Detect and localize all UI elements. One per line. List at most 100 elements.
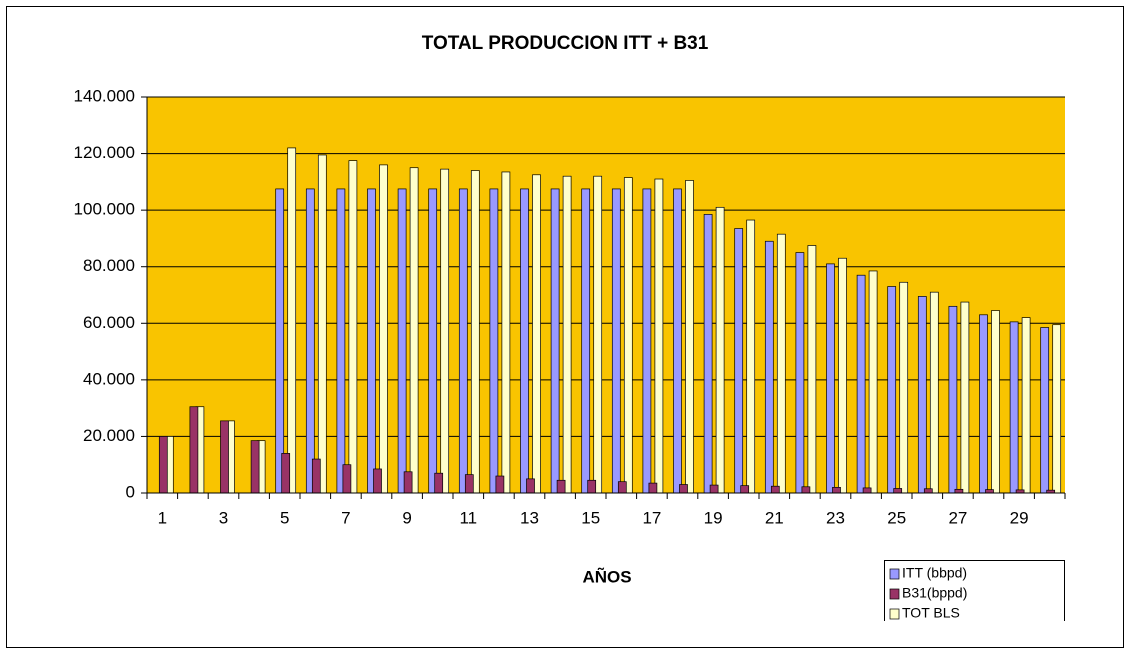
x-tick-label: 21 [765,508,784,527]
legend-swatch [889,608,900,620]
bar [807,245,817,494]
x-tick-label: 19 [704,508,723,527]
x-tick-label: 1 [158,508,167,527]
y-tick-label: 20.000 [83,426,135,445]
bar [520,188,529,494]
x-tick-label: 9 [402,508,411,527]
bar [746,219,756,494]
bar [317,154,327,494]
bar [1009,321,1019,494]
bar [158,436,168,494]
bar [832,486,841,494]
bar [826,263,835,494]
bar [189,406,199,494]
legend-swatch [889,588,900,600]
bar [1021,317,1031,494]
bar [562,175,572,494]
bar [581,188,591,494]
bar [917,296,927,494]
bar [470,170,480,494]
bar [960,301,970,494]
bar [501,171,511,494]
bar [734,228,744,494]
bar [458,188,468,494]
bar [1040,327,1050,494]
bar [887,286,897,494]
x-tick-label: 15 [581,508,600,527]
legend-box [884,560,1065,621]
x-tick-label: 11 [459,508,477,527]
bar [764,240,774,494]
bar [287,147,297,494]
bar [1052,324,1062,494]
bar [367,188,376,494]
bar [342,464,352,494]
y-tick-label: 40.000 [83,369,135,388]
y-tick-label: 100.000 [74,200,135,219]
bar [403,471,413,494]
bar [440,168,450,494]
y-tick-label: 140.000 [74,86,135,105]
bar [397,188,407,494]
bar [801,486,811,494]
bar [250,440,260,494]
legend: ITT (bbpd) B31(bppd) TOT BLS [884,560,1065,621]
bar [709,484,719,494]
bar [856,274,866,494]
chart-title: TOTAL PRODUCCION ITT + B31 [422,33,709,54]
x-tick-label: 29 [1010,508,1029,527]
bar [409,167,419,494]
bar [948,305,958,494]
bar [526,478,535,494]
y-tick-label: 80.000 [83,256,135,275]
plot-area [147,97,1065,493]
bar [220,420,229,494]
bar [642,188,652,494]
bar [428,188,438,494]
x-tick-label: 5 [280,508,289,527]
bar [654,178,664,494]
bar [311,458,321,494]
bar [979,314,988,494]
x-tick-label: 7 [341,508,350,527]
bar [862,487,872,494]
bar [281,453,291,494]
bar [838,257,847,494]
bar [464,474,474,494]
x-tick-label: 27 [948,508,967,527]
legend-label: B31(bppd) [902,585,967,601]
bar [593,175,603,494]
bar [348,160,358,494]
x-tick-label: 13 [520,508,539,527]
bar [673,188,682,494]
bar [685,180,694,494]
bar [550,188,560,494]
bar [770,485,780,494]
x-tick-label: 23 [826,508,845,527]
bar [929,291,939,494]
bar [373,468,382,494]
bar [715,206,725,494]
bar [985,489,994,494]
bar [893,488,903,494]
bar [648,482,658,494]
bar [776,233,786,494]
x-tick-label: 3 [219,508,228,527]
y-tick-label: 0 [126,482,135,501]
bar [275,188,285,494]
bar [617,481,627,494]
bar [611,188,621,494]
bar [379,164,388,494]
bar [795,252,805,494]
bar [954,488,964,494]
bar [495,475,505,494]
x-tick-label: 25 [887,508,906,527]
x-tick-label: 17 [642,508,661,527]
bar [587,479,597,494]
legend-swatch [889,568,900,580]
legend-label: TOT BLS [902,605,960,621]
bar [679,484,688,494]
x-axis-title: AÑOS [582,566,631,586]
bar [899,281,909,494]
